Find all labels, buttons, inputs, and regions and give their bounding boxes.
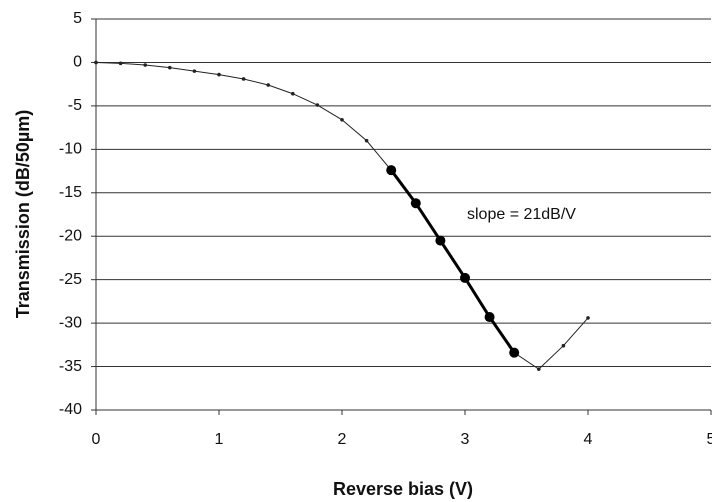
y-tick-label: -40 xyxy=(59,401,82,418)
y-tick-label: 0 xyxy=(73,54,82,71)
y-tick-label: -25 xyxy=(59,271,82,288)
y-axis-label: Transmission (dB/50µm) xyxy=(13,110,33,318)
y-tick-label: -15 xyxy=(59,184,82,201)
data-point xyxy=(118,61,123,66)
data-point xyxy=(537,367,541,371)
data-point xyxy=(509,347,520,358)
data-point xyxy=(586,316,590,320)
data-point xyxy=(168,65,172,70)
series-line xyxy=(389,169,516,354)
x-tick-label: 3 xyxy=(461,431,470,448)
y-tick-label: 5 xyxy=(73,10,82,27)
x-tick-label: 2 xyxy=(338,431,347,448)
y-tick-label: -35 xyxy=(59,358,82,375)
data-point xyxy=(266,83,271,87)
data-point xyxy=(364,138,369,143)
data-point xyxy=(291,91,295,96)
y-tick-label: -5 xyxy=(68,97,82,114)
annotation: slope = 21dB/V xyxy=(467,206,576,223)
data-point xyxy=(484,312,495,323)
data-point xyxy=(217,72,221,77)
data-point xyxy=(435,235,446,246)
y-tick-label: -20 xyxy=(59,227,82,244)
x-tick-label: 4 xyxy=(584,431,593,448)
data-point xyxy=(386,165,397,176)
x-tick-label: 1 xyxy=(215,431,224,448)
x-tick-label: 5 xyxy=(707,431,712,448)
data-point xyxy=(315,103,320,107)
data-point xyxy=(94,60,98,65)
data-point xyxy=(340,117,344,122)
y-tick-label: -30 xyxy=(59,314,82,331)
data-point xyxy=(241,77,246,81)
data-point xyxy=(143,63,147,67)
x-axis-label: Reverse bias (V) xyxy=(333,479,473,499)
x-tick-label: 0 xyxy=(92,431,101,448)
data-point xyxy=(460,272,470,283)
data-point xyxy=(561,343,566,348)
data-point xyxy=(192,69,197,73)
y-tick-label: -10 xyxy=(59,141,82,158)
data-point xyxy=(410,198,421,209)
